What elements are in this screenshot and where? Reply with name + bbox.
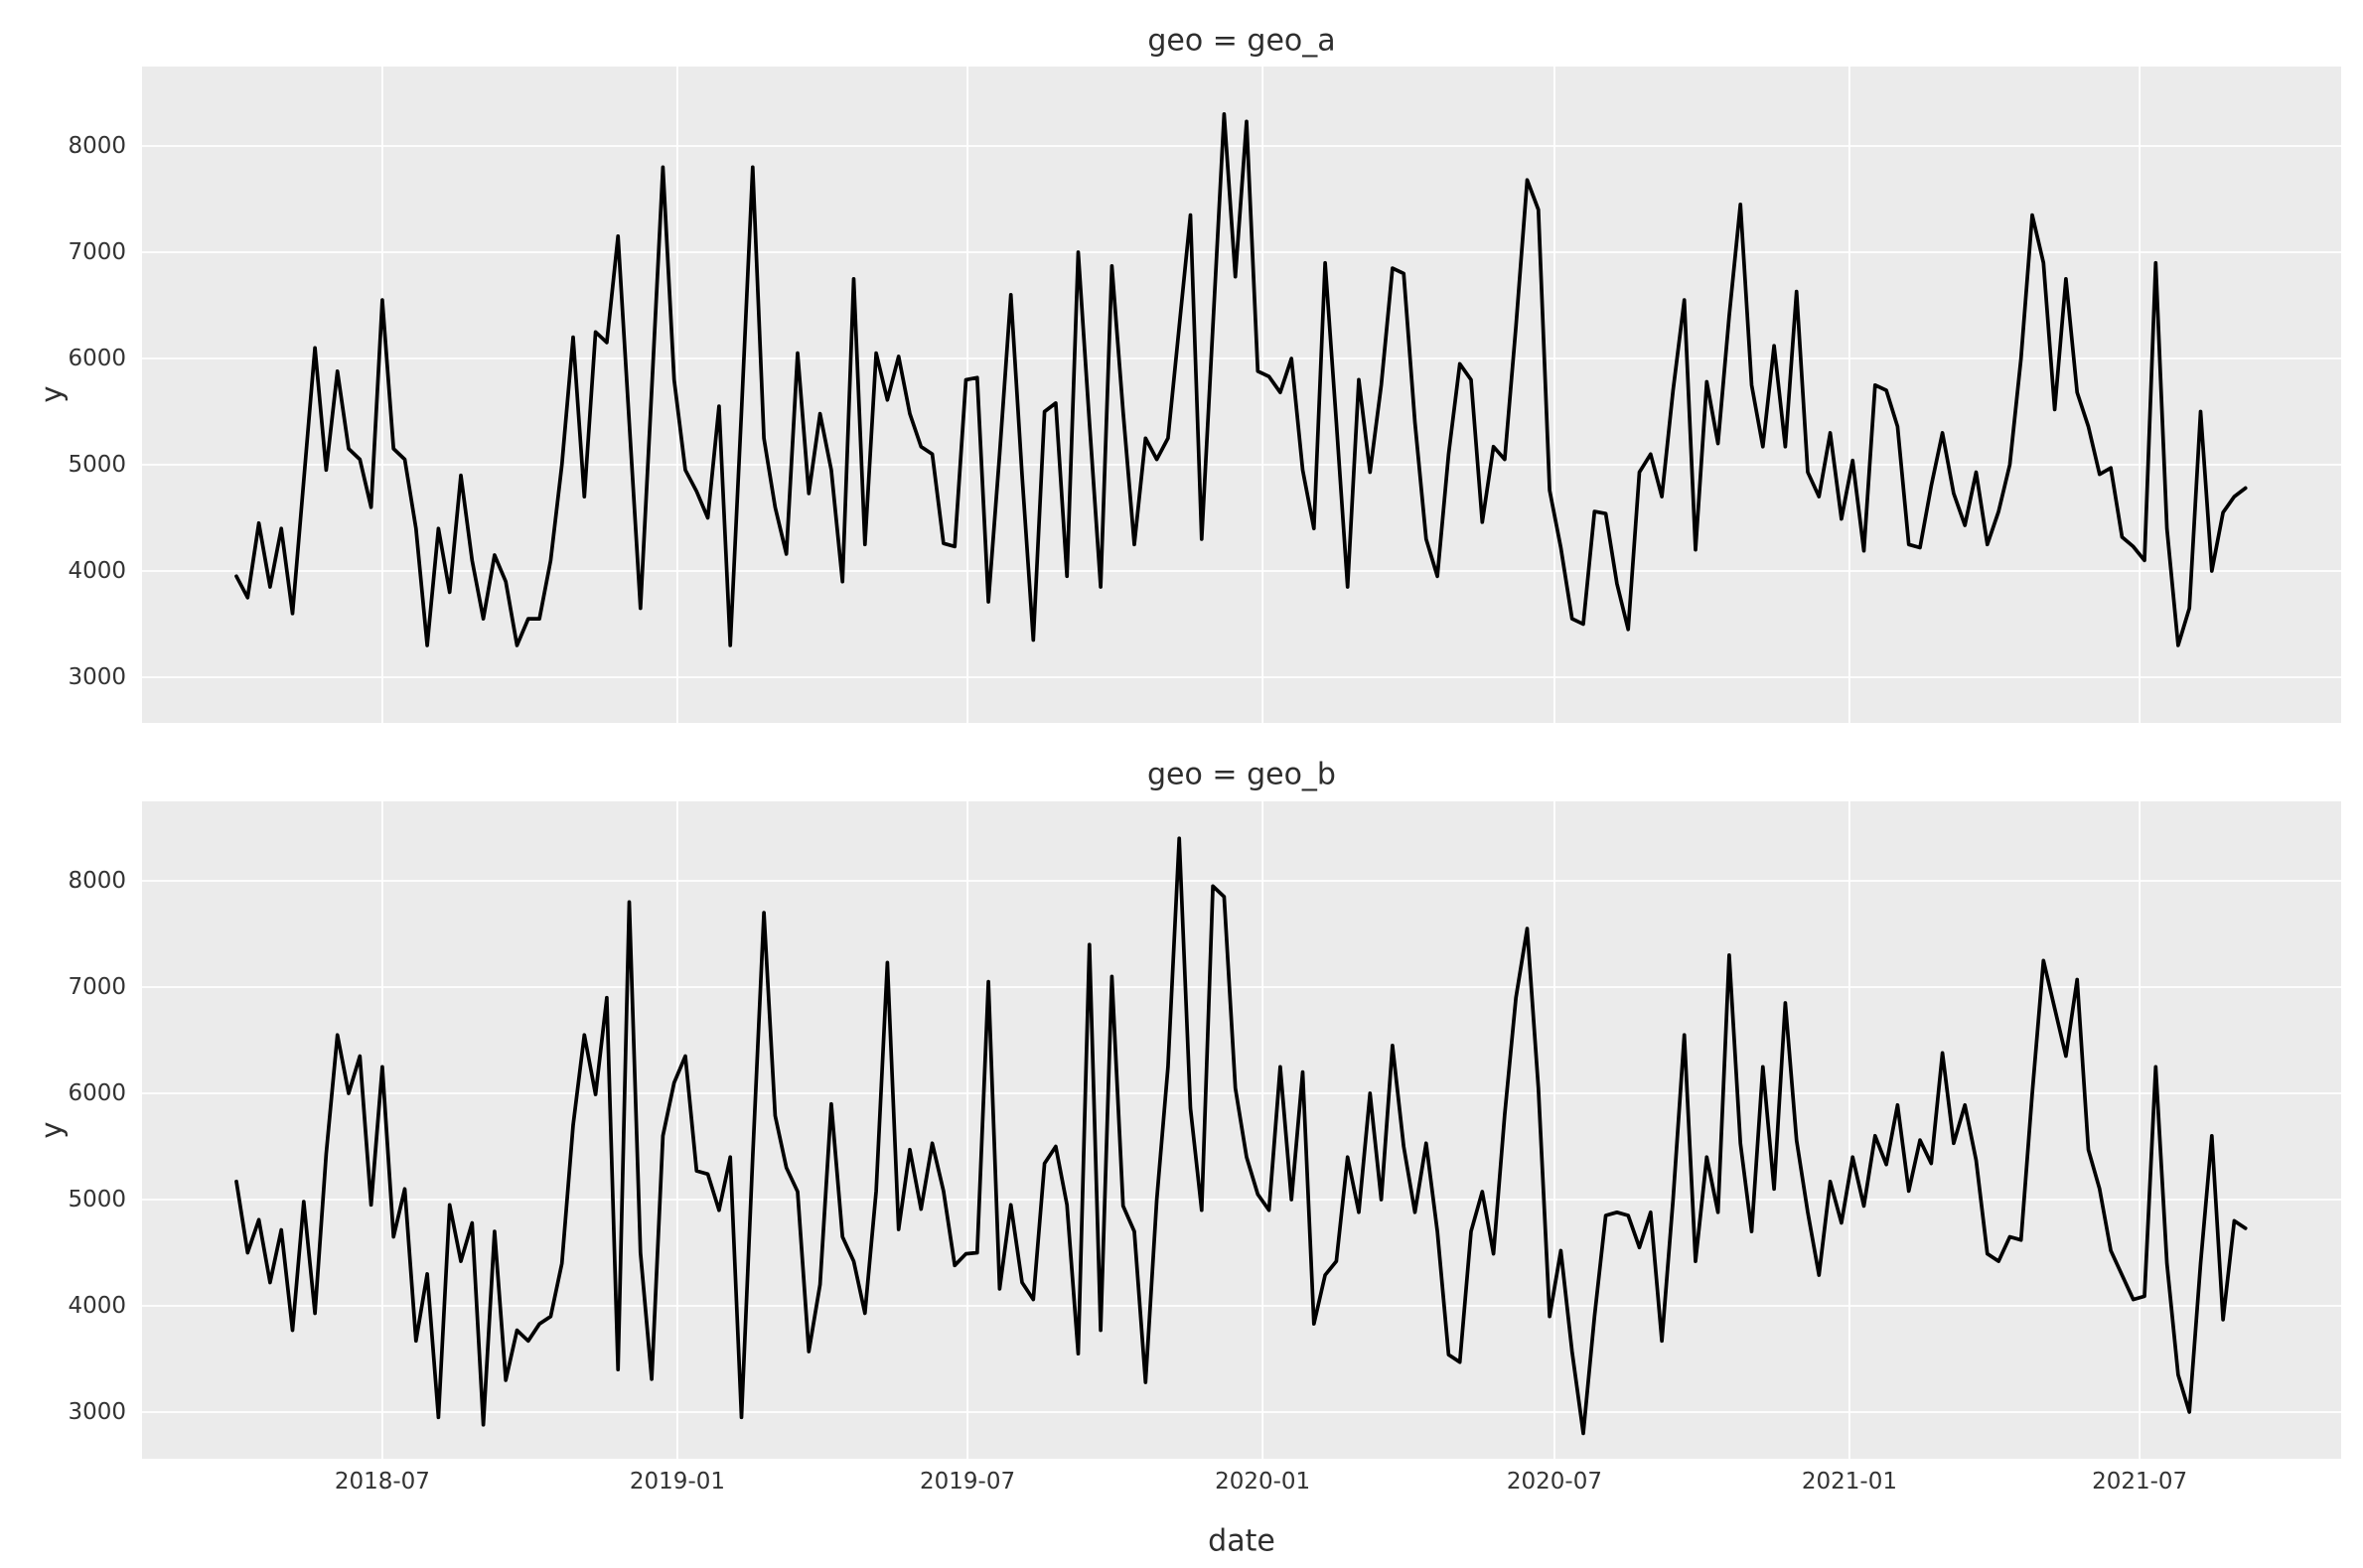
facet-title-geo-a: geo = geo_a — [1147, 23, 1336, 59]
y-tick-label: 8000 — [68, 868, 126, 894]
x-tick-label: 2020-01 — [1215, 1469, 1311, 1495]
y-tick-label: 7000 — [68, 239, 126, 265]
x-tick-label: 2021-01 — [1801, 1469, 1897, 1495]
y-tick-label: 6000 — [68, 1080, 126, 1106]
y-tick-label: 5000 — [68, 1187, 126, 1212]
y-tick-label: 7000 — [68, 974, 126, 1000]
x-tick-label: 2020-07 — [1506, 1469, 1602, 1495]
x-tick-label: 2019-01 — [629, 1469, 726, 1495]
y-axis-label-bottom: y — [35, 1121, 69, 1139]
facet-panel-geo_a — [142, 67, 2341, 723]
x-tick-label: 2021-07 — [2092, 1469, 2188, 1495]
y-tick-label: 3000 — [68, 1399, 126, 1425]
x-tick-label: 2018-07 — [334, 1469, 430, 1495]
series-line-geo_a — [234, 112, 2248, 647]
x-tick-label: 2019-07 — [920, 1469, 1016, 1495]
y-axis-label-top: y — [35, 385, 69, 403]
x-axis-label: date — [1208, 1523, 1275, 1559]
y-tick-label: 3000 — [68, 664, 126, 690]
y-tick-label: 4000 — [68, 558, 126, 584]
y-tick-label: 8000 — [68, 133, 126, 159]
y-tick-label: 4000 — [68, 1293, 126, 1319]
facet-panel-geo_b — [142, 801, 2341, 1459]
y-tick-label: 5000 — [68, 452, 126, 478]
y-tick-label: 6000 — [68, 346, 126, 371]
facet-title-geo-b: geo = geo_b — [1147, 757, 1336, 792]
series-line-geo_b — [234, 836, 2248, 1436]
